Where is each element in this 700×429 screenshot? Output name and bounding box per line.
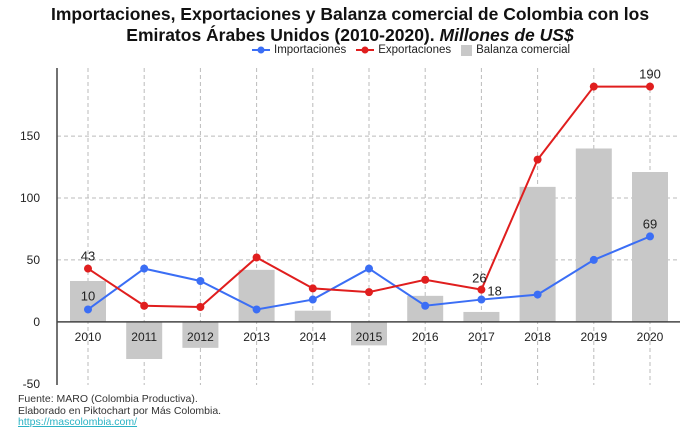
credit-note: Elaborado en Piktochart por Más Colombia…	[18, 404, 222, 417]
legend-exports: Exportaciones	[356, 44, 451, 56]
x-tick-label: 2012	[187, 330, 214, 344]
legend: Importaciones Exportaciones Balanza come…	[252, 44, 570, 56]
chart-title: Importaciones, Exportaciones y Balanza c…	[0, 4, 700, 46]
x-tick-label: 2014	[299, 330, 326, 344]
legend-imports-marker-icon	[252, 46, 270, 54]
point-importaciones-2016	[421, 301, 430, 310]
data-label-exportaciones: 26	[472, 271, 486, 286]
point-importaciones-2012	[196, 276, 205, 285]
point-exportaciones-2014	[308, 284, 317, 293]
y-tick-label: 0	[33, 315, 40, 329]
x-tick-label: 2019	[580, 330, 607, 344]
source-link[interactable]: https://mascolombia.com/	[18, 416, 138, 428]
point-exportaciones-2010	[84, 264, 92, 273]
bar-balanza-2014	[294, 310, 331, 322]
x-tick-label: 2016	[412, 330, 439, 344]
title-line-2: Emiratos Árabes Unidos (2010-2020).	[126, 25, 435, 45]
legend-exports-label: Exportaciones	[378, 44, 452, 56]
bar-balanza-2018	[519, 186, 556, 322]
point-importaciones-2010	[84, 305, 92, 314]
x-tick-label: 2011	[131, 330, 157, 344]
x-tick-label: 2013	[243, 330, 270, 344]
source-note: Fuente: MARO (Colombia Productiva).	[18, 393, 198, 405]
footer: Fuente: MARO (Colombia Productiva). Elab…	[18, 393, 222, 429]
data-label-exportaciones: 43	[81, 249, 95, 264]
point-exportaciones-2019	[589, 82, 598, 91]
point-importaciones-2020	[646, 232, 654, 241]
bar-balanza-2013	[238, 269, 275, 322]
y-tick-label: 150	[20, 129, 40, 143]
legend-imports-label: Importaciones	[274, 44, 347, 56]
legend-exports-marker-icon	[356, 46, 375, 54]
data-label-importaciones: 69	[643, 216, 657, 231]
point-importaciones-2015	[365, 264, 373, 273]
point-exportaciones-2020	[646, 82, 654, 91]
point-importaciones-2011	[140, 264, 149, 273]
legend-balance: Balanza comercial	[461, 44, 570, 56]
point-exportaciones-2016	[421, 275, 430, 284]
point-importaciones-2019	[589, 255, 598, 264]
x-tick-label: 2010	[75, 330, 102, 344]
legend-imports: Importaciones	[252, 44, 346, 56]
point-importaciones-2018	[533, 290, 542, 299]
bar-balanza-2012	[182, 321, 219, 348]
y-tick-label: -50	[23, 377, 41, 391]
y-tick-label: 100	[20, 191, 40, 205]
point-importaciones-2014	[308, 295, 317, 304]
y-tick-label: 50	[27, 253, 41, 267]
x-tick-label: 2017	[468, 330, 495, 344]
bar-balanza-2011	[126, 321, 163, 359]
point-exportaciones-2013	[252, 253, 261, 262]
title-line-1: Importaciones, Exportaciones y Balanza c…	[50, 4, 650, 24]
point-exportaciones-2017	[477, 285, 486, 294]
bar-balanza-2017	[463, 311, 500, 322]
data-label-exportaciones: 190	[639, 67, 661, 82]
x-tick-label: 2015	[356, 330, 383, 344]
point-importaciones-2017	[477, 295, 486, 304]
point-exportaciones-2011	[140, 301, 149, 310]
point-exportaciones-2012	[196, 302, 205, 311]
data-label-importaciones: 18	[487, 284, 501, 299]
legend-balance-swatch	[461, 44, 473, 56]
x-tick-label: 2018	[524, 330, 551, 344]
bar-balanza-2015	[351, 321, 387, 346]
x-tick-label: 2020	[637, 330, 664, 344]
bar-balanza-2020	[632, 172, 668, 322]
legend-balance-label: Balanza comercial	[476, 44, 571, 56]
bar-balanza-2019	[575, 148, 612, 322]
point-importaciones-2013	[252, 305, 261, 314]
point-exportaciones-2015	[365, 288, 373, 297]
title-units: Millones de US$	[439, 25, 574, 45]
data-label-importaciones: 10	[81, 288, 95, 303]
point-exportaciones-2018	[533, 155, 542, 164]
